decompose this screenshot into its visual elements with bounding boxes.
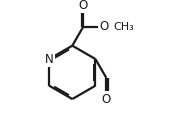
Text: O: O (102, 93, 111, 106)
Text: O: O (99, 20, 108, 33)
Text: N: N (45, 53, 54, 66)
Text: CH₃: CH₃ (113, 22, 134, 32)
Text: O: O (79, 0, 88, 12)
